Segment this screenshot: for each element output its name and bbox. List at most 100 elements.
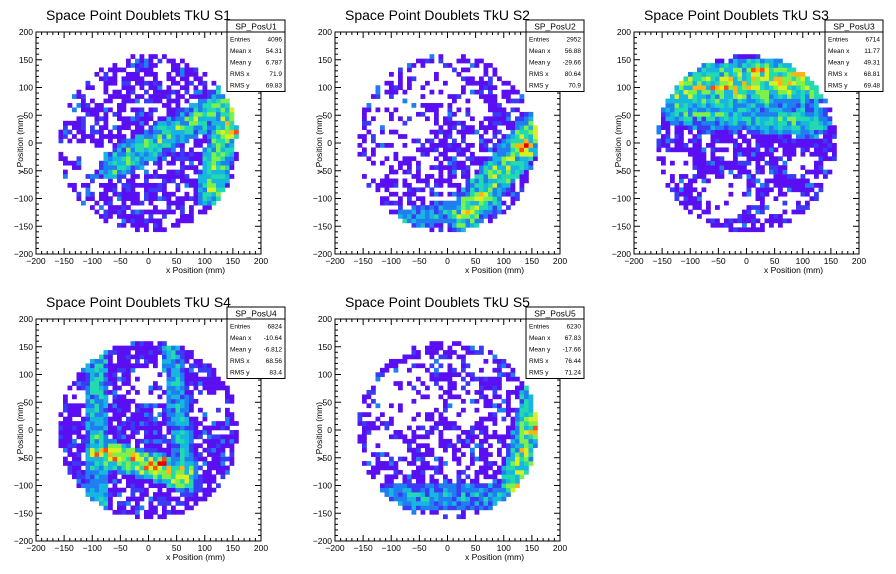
heatmap-bin	[135, 165, 140, 170]
heatmap-bin	[139, 345, 145, 351]
heatmap-bin	[144, 461, 149, 466]
heatmap-bin	[207, 160, 212, 166]
heatmap-bin	[207, 465, 212, 471]
heatmap-bin	[719, 89, 725, 95]
heatmap-bin	[769, 107, 774, 113]
heatmap-bin	[773, 165, 779, 170]
heatmap-bin	[715, 63, 720, 68]
heatmap-bin	[216, 169, 221, 175]
heatmap-bin	[805, 89, 810, 95]
heatmap-bin	[207, 487, 212, 493]
heatmap-bin	[715, 103, 720, 108]
stats-row-label: RMS y	[529, 370, 549, 377]
heatmap-bin	[171, 452, 176, 457]
heatmap-bin	[193, 138, 199, 144]
heatmap-bin	[130, 138, 136, 144]
heatmap-bin	[510, 474, 516, 480]
heatmap-bin	[135, 191, 140, 197]
heatmap-bin	[447, 209, 453, 215]
heatmap-bin	[85, 381, 91, 386]
heatmap-bin	[434, 182, 439, 188]
heatmap-bin	[171, 443, 176, 449]
heatmap-bin	[683, 200, 689, 206]
heatmap-bin	[393, 89, 399, 95]
heatmap-bin	[706, 218, 711, 224]
heatmap-bin	[501, 443, 507, 449]
heatmap-bin	[229, 434, 235, 440]
heatmap-bin	[501, 107, 507, 113]
heatmap-bin	[384, 483, 390, 489]
heatmap-bin	[746, 58, 752, 64]
heatmap-bin	[103, 447, 109, 453]
heatmap-bin	[782, 120, 788, 126]
heatmap-bin	[211, 478, 217, 484]
heatmap-bin	[357, 134, 363, 139]
heatmap-bin	[429, 452, 435, 457]
heatmap-bin	[524, 434, 529, 440]
heatmap-bin	[389, 143, 394, 148]
heatmap-bin	[447, 376, 453, 382]
heatmap-bin	[483, 209, 489, 215]
heatmap-bin	[760, 138, 765, 144]
heatmap-bin	[380, 367, 385, 373]
heatmap-bin	[362, 447, 367, 453]
heatmap-bin	[510, 372, 516, 378]
heatmap-bin	[827, 120, 833, 126]
heatmap-bin	[144, 430, 149, 435]
heatmap-bin	[225, 443, 230, 449]
heatmap-bin	[153, 354, 158, 360]
heatmap-bin	[207, 169, 212, 175]
heatmap-bin	[661, 143, 666, 148]
heatmap-bin	[488, 63, 493, 68]
y-tick-label: 100	[19, 83, 33, 93]
heatmap-bin	[139, 447, 145, 453]
heatmap-bin	[193, 425, 199, 431]
heatmap-bin	[461, 89, 466, 95]
heatmap-bin	[157, 421, 163, 426]
heatmap-bin	[171, 125, 176, 130]
heatmap-bin	[492, 430, 498, 435]
y-tick-label: −200	[313, 249, 332, 259]
heatmap-bin	[447, 438, 453, 444]
heatmap-bin	[207, 129, 212, 135]
heatmap-bin	[434, 209, 439, 215]
heatmap-bin	[153, 151, 158, 157]
heatmap-bin	[166, 174, 172, 179]
heatmap-bin	[533, 129, 538, 135]
heatmap-bin	[420, 483, 426, 489]
heatmap-bin	[171, 416, 176, 422]
heatmap-bin	[148, 98, 154, 104]
heatmap-bin	[411, 483, 417, 489]
heatmap-bin	[85, 376, 91, 382]
heatmap-bin	[769, 98, 774, 104]
heatmap-bin	[380, 178, 385, 184]
heatmap-bin	[207, 385, 212, 391]
heatmap-bin	[211, 390, 217, 395]
heatmap-bin	[742, 151, 747, 157]
heatmap-bin	[103, 182, 109, 188]
heatmap-bin	[791, 138, 797, 144]
heatmap-bin	[126, 63, 131, 68]
heatmap-bin	[121, 218, 127, 224]
heatmap-bin	[456, 218, 462, 224]
heatmap-bin	[175, 182, 181, 188]
heatmap-bin	[85, 372, 91, 378]
heatmap-bin	[366, 129, 372, 135]
heatmap-bin	[153, 63, 158, 68]
heatmap-bin	[216, 143, 221, 148]
heatmap-bin	[692, 76, 698, 82]
heatmap-bin	[701, 209, 707, 215]
heatmap-bin	[742, 134, 747, 139]
heatmap-bin	[782, 125, 788, 130]
heatmap-bin	[162, 496, 167, 502]
heatmap-bin	[411, 438, 417, 444]
heatmap-bin	[99, 421, 104, 426]
heatmap-bin	[670, 107, 675, 113]
heatmap-bin	[456, 505, 462, 511]
heatmap-bin	[411, 492, 417, 497]
heatmap-bin	[157, 345, 163, 351]
heatmap-bin	[229, 461, 235, 466]
heatmap-bin	[832, 147, 837, 153]
heatmap-bin	[121, 487, 127, 493]
heatmap-bin	[153, 76, 158, 82]
